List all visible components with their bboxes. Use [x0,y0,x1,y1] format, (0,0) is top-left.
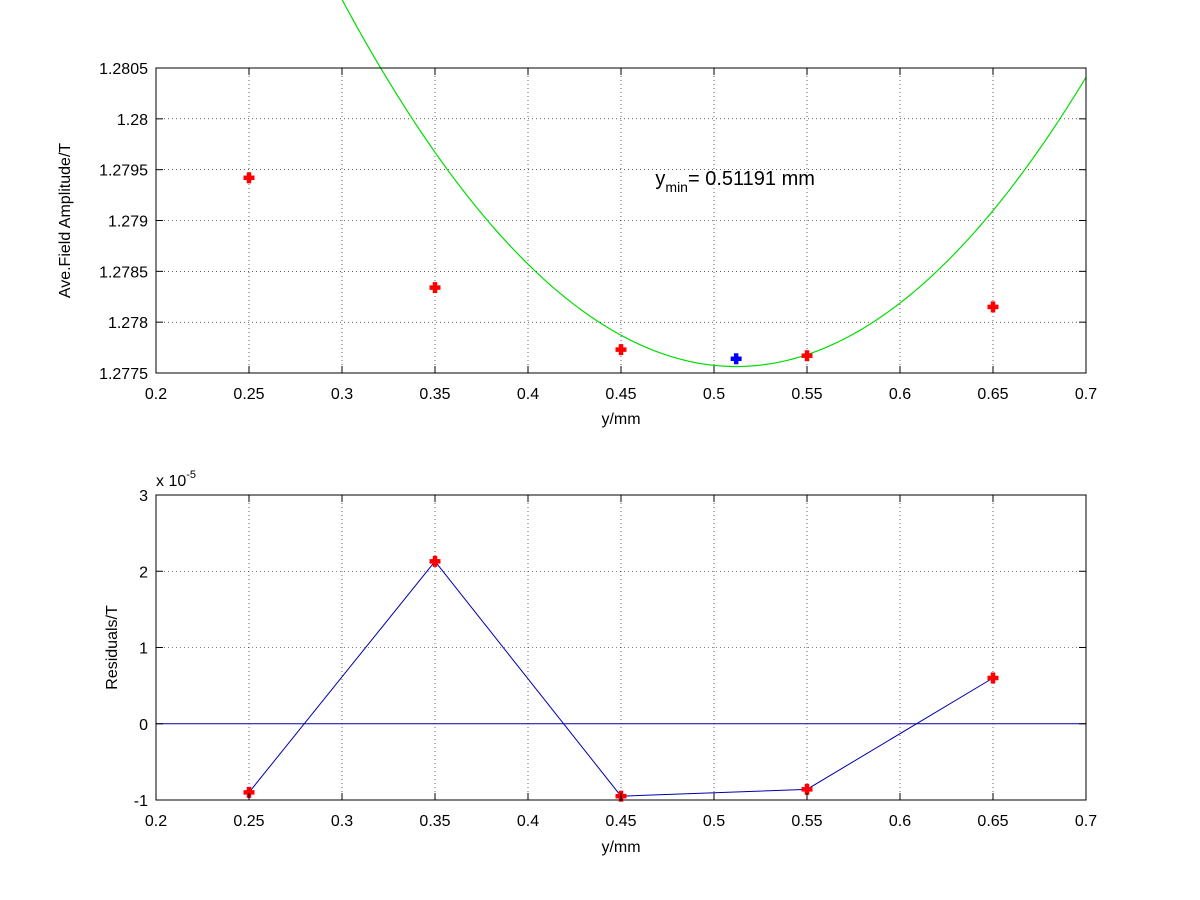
data-point [987,301,999,313]
x-tick-label: 0.3 [331,386,353,403]
residuals-chart: 0.2 0.25 0.3 0.35 0.4 0.45 0.5 0.55 0.6 0.65 0.7 -1… [104,469,1097,856]
field-amplitude-chart: 0.2 0.25 0.3 0.35 0.4 0.45 0.5 0.55 0.6 0.65 0.7 1.… [57,0,1097,428]
x-tick-label: 0.7 [1075,386,1097,403]
y-tick-label: 1.278 [108,315,148,332]
x-tick-label: 0.45 [605,813,636,830]
x-tick-label: 0.5 [703,386,725,403]
y-tick-label: 1.2805 [99,61,148,78]
x-tick-label: 0.7 [1075,813,1097,830]
x-tick-label: 0.2 [145,386,167,403]
x-tick-label: 0.35 [419,813,450,830]
grid [156,68,1086,373]
x-tick-label: 0.65 [977,386,1008,403]
x-tick-label: 0.45 [605,386,636,403]
x-axis-label: y/mm [601,411,640,428]
x-tick-label: 0.35 [419,386,450,403]
y-tick-label: -1 [134,793,148,810]
data-point [429,555,441,567]
y-tick-label: 1.2795 [99,163,148,180]
y-tick-label: 1.28 [117,112,148,129]
y-tick-label: 1.2785 [99,264,148,281]
x-tick-label: 0.4 [517,813,539,830]
y-tick-label: 0 [139,717,148,734]
fit-curve [341,0,1087,368]
data-point [987,672,999,684]
x-tick-label: 0.5 [703,813,725,830]
annotation-subscript: min [665,179,688,195]
annotation-base: y [655,168,665,190]
x-tick-label: 0.55 [791,813,822,830]
ticks: 0.2 0.25 0.3 0.35 0.4 0.45 0.5 0.55 0.6 0.65 0.7 1.… [99,61,1097,403]
data-point [801,783,813,795]
plot-marks [243,0,1087,368]
y-axis-label: Residuals/T [104,605,121,690]
ticks: 0.2 0.25 0.3 0.35 0.4 0.45 0.5 0.55 0.6 0.65 0.7 -1… [134,488,1097,830]
x-axis-label: y/mm [601,839,640,856]
annotation-value: = 0.51191 mm [688,168,815,190]
minimum-point [730,353,742,365]
y-tick-label: 1 [139,641,148,658]
x-tick-label: 0.3 [331,813,353,830]
y-tick-label: 1.2775 [99,366,148,383]
y-tick-label: 2 [139,564,148,581]
x-tick-label: 0.55 [791,386,822,403]
x-tick-label: 0.4 [517,386,539,403]
x-tick-label: 0.6 [889,813,911,830]
x-tick-label: 0.25 [233,813,264,830]
x-tick-label: 0.65 [977,813,1008,830]
data-point [243,172,255,184]
scale-base: x 10 [156,473,186,490]
y-tick-label: 3 [139,488,148,505]
y-scale-factor: x 10-5 [156,469,196,490]
data-point [429,282,441,294]
y-tick-label: 1.279 [108,214,148,231]
data-point [615,344,627,356]
x-tick-label: 0.6 [889,386,911,403]
data-point [801,350,813,362]
ymin-annotation: ymin= 0.51191 mm [655,168,815,195]
x-tick-label: 0.2 [145,813,167,830]
x-tick-label: 0.25 [233,386,264,403]
y-axis-label: Ave.Field Amplitude/T [57,143,74,299]
scale-exponent: -5 [186,469,196,481]
